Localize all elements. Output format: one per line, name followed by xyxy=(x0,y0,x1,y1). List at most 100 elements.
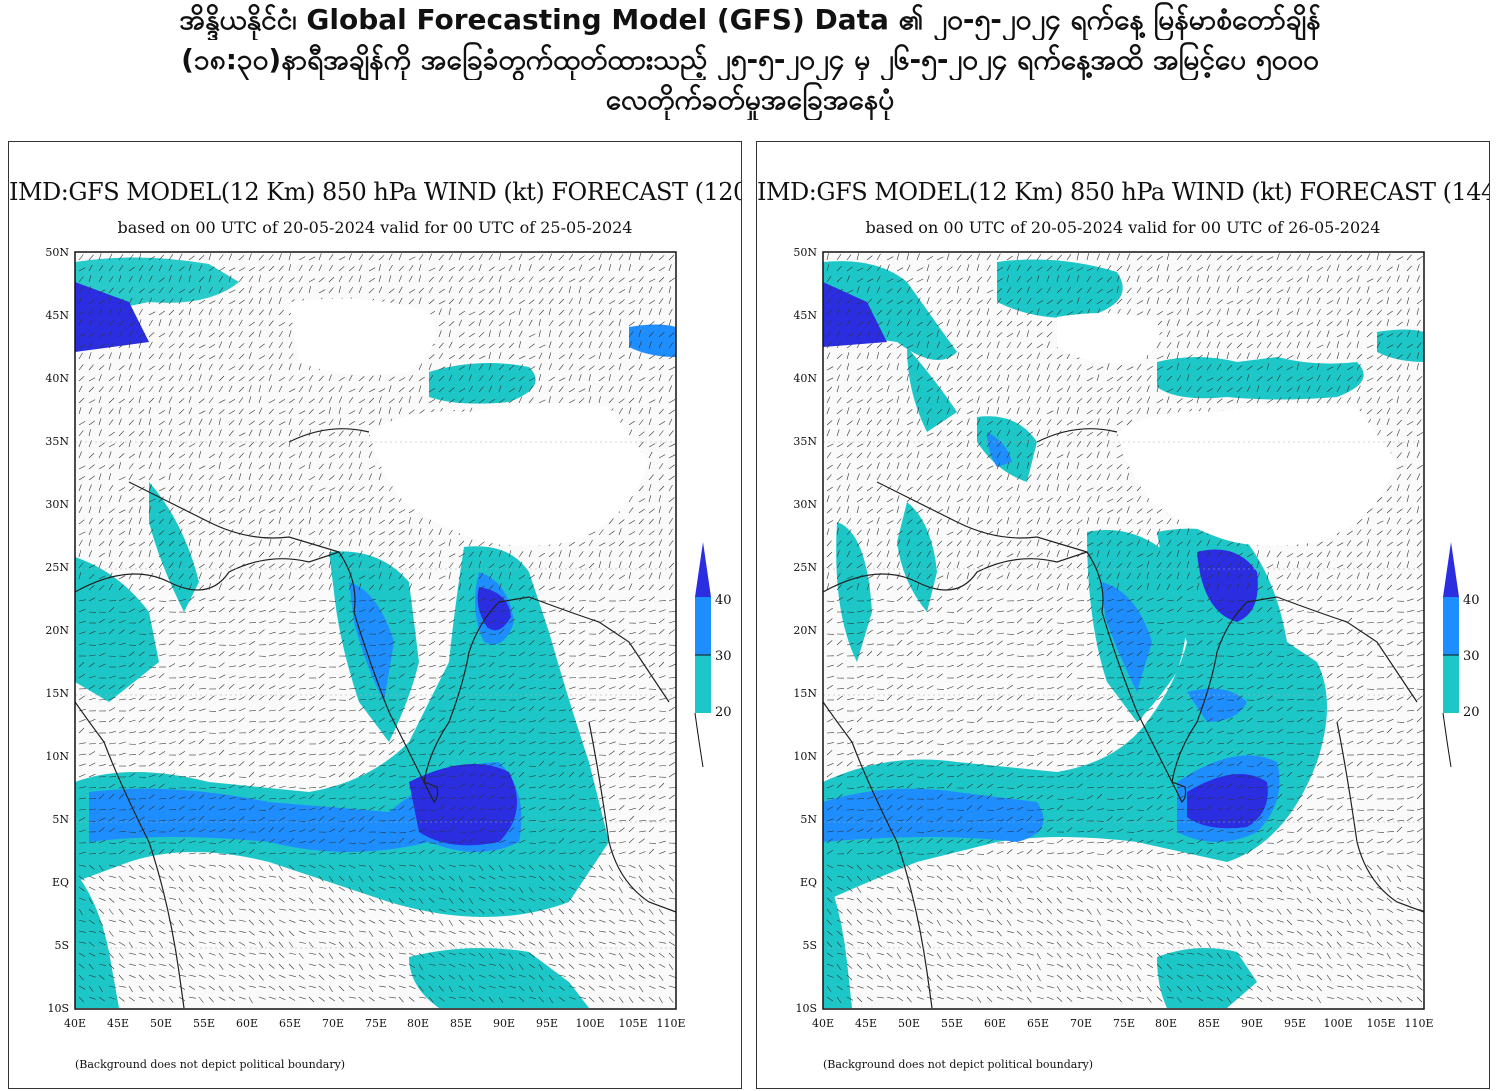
wind-barb xyxy=(1156,275,1159,283)
wind-barb xyxy=(598,952,604,959)
wind-barb xyxy=(468,684,475,690)
wind-barb xyxy=(298,275,303,283)
wind-barb xyxy=(108,443,116,448)
wind-barb xyxy=(198,676,206,679)
wind-barb xyxy=(228,253,233,261)
wind-barb xyxy=(448,330,451,338)
wind-barb xyxy=(128,363,132,371)
wind-barb xyxy=(158,848,165,855)
wind-barb xyxy=(996,298,1002,305)
wind-barb xyxy=(618,827,625,833)
wind-barb xyxy=(228,644,237,646)
wind-barb xyxy=(1126,386,1133,393)
wind-barb xyxy=(238,308,243,316)
wind-barb xyxy=(1286,297,1290,305)
wind-barb xyxy=(368,963,374,970)
wind-barb xyxy=(198,507,204,514)
wind-barb xyxy=(288,375,294,382)
wind-barb xyxy=(876,352,879,360)
wind-barb xyxy=(876,330,881,338)
wind-barb xyxy=(826,396,831,404)
wind-barb xyxy=(578,864,585,870)
wind-barb xyxy=(608,919,615,925)
wind-barb xyxy=(388,738,395,745)
wind-barb xyxy=(1286,376,1293,382)
wind-barb xyxy=(508,795,516,800)
wind-barb xyxy=(138,816,145,822)
wind-barb xyxy=(886,343,893,349)
wind-barb xyxy=(558,963,565,969)
wind-barb xyxy=(278,985,285,992)
wind-barb xyxy=(238,838,245,844)
wind-barb xyxy=(478,375,484,382)
wind-barb xyxy=(268,919,274,926)
wind-barb xyxy=(198,752,206,756)
wind-barb xyxy=(1016,354,1023,360)
wind-barb xyxy=(138,750,145,756)
wind-barb xyxy=(428,398,436,404)
wind-barb xyxy=(428,276,435,283)
wind-barb xyxy=(378,630,386,635)
wind-barb xyxy=(258,809,267,811)
wind-barb xyxy=(538,686,546,690)
wind-barb xyxy=(408,696,416,701)
wind-barb xyxy=(568,840,576,844)
wind-barb xyxy=(658,864,665,870)
wind-barb xyxy=(548,330,551,338)
wind-barb xyxy=(88,654,96,657)
wind-barb xyxy=(248,963,256,968)
wind-barb xyxy=(128,996,135,1002)
wind-barb xyxy=(628,776,637,778)
wind-barb xyxy=(498,629,505,635)
wind-barb xyxy=(458,886,464,893)
wind-barb xyxy=(138,717,145,723)
wind-barb xyxy=(78,319,82,327)
wind-barb xyxy=(986,319,990,327)
wind-barb xyxy=(348,628,355,635)
wind-barb xyxy=(1186,341,1191,349)
wind-barb xyxy=(328,773,336,778)
wind-barb xyxy=(876,374,881,382)
wind-barb xyxy=(1166,253,1170,261)
wind-barb xyxy=(388,655,397,657)
wind-barb xyxy=(418,363,423,371)
wind-barb xyxy=(158,254,165,261)
wind-barb xyxy=(228,819,236,822)
wind-barb xyxy=(468,363,472,371)
wind-barb xyxy=(178,289,186,294)
wind-barb xyxy=(388,497,395,503)
wind-barb xyxy=(148,365,155,371)
wind-barb xyxy=(668,732,676,734)
wind-barb xyxy=(158,963,166,966)
wind-barb xyxy=(288,585,295,591)
wind-barb xyxy=(558,731,566,734)
wind-barb xyxy=(188,662,195,668)
wind-barb xyxy=(608,808,616,811)
wind-barb xyxy=(468,583,473,591)
wind-barb xyxy=(238,267,246,272)
wind-barb xyxy=(668,751,676,756)
wind-barb xyxy=(278,808,286,811)
wind-barb xyxy=(986,386,993,393)
wind-barb xyxy=(188,817,196,822)
wind-barb xyxy=(248,385,252,393)
wind-barb xyxy=(438,550,442,558)
wind-barb xyxy=(288,730,296,734)
wind-barb xyxy=(198,996,204,1003)
wind-barb xyxy=(518,561,523,569)
wind-barb xyxy=(278,827,285,833)
lat-label: 10N xyxy=(45,750,69,763)
wind-barb xyxy=(568,399,576,404)
wind-barb xyxy=(638,298,644,305)
wind-barb xyxy=(218,941,225,947)
wind-barb xyxy=(508,286,512,294)
wind-barb xyxy=(358,441,364,448)
wind-barb xyxy=(258,572,262,580)
wind-barb xyxy=(638,529,644,536)
wind-barb xyxy=(198,908,205,914)
wind-barb xyxy=(946,299,953,305)
wind-barb xyxy=(368,806,376,811)
wind-barb xyxy=(268,551,275,558)
wind-barb xyxy=(268,331,274,338)
wind-barb xyxy=(238,299,245,305)
